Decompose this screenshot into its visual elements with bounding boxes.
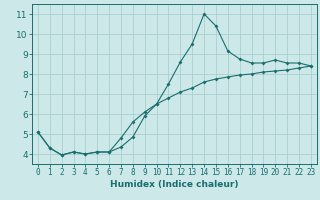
X-axis label: Humidex (Indice chaleur): Humidex (Indice chaleur) — [110, 180, 239, 189]
